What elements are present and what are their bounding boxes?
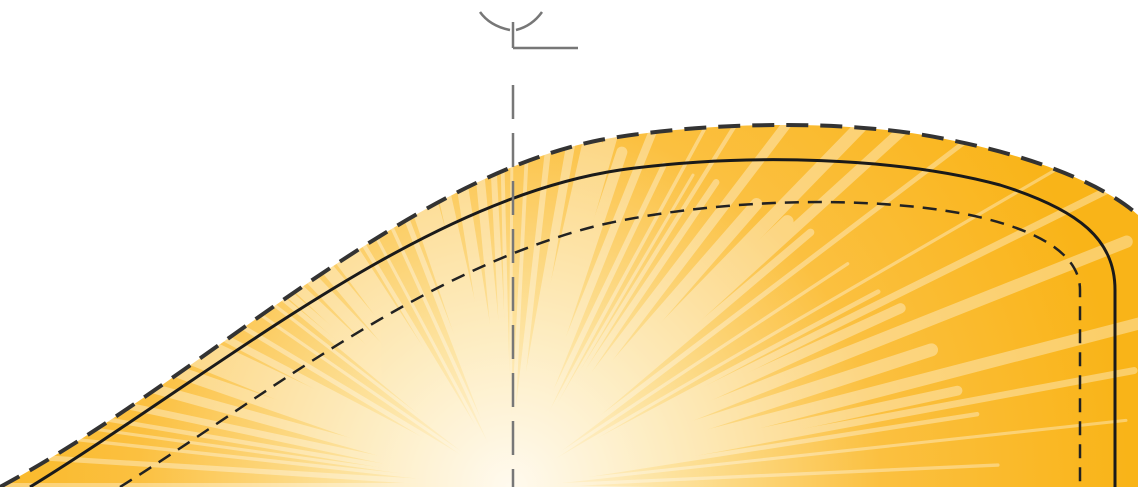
ray [505,124,957,487]
ray [503,124,1019,487]
ray [504,198,763,487]
ray [505,124,792,487]
ray [507,411,980,487]
bleed-line [0,122,1138,487]
ray [505,137,576,487]
ray [499,132,512,487]
ray [508,463,1000,487]
ray [508,418,1128,487]
center-symbol [478,11,578,50]
ray [504,303,906,487]
ray [503,235,1133,487]
ray [388,124,516,487]
ray [507,289,881,487]
ray [504,124,682,487]
ray [508,124,516,487]
ray [506,179,720,487]
ray [508,262,850,487]
ray [504,146,628,487]
ray [508,138,1108,487]
ray [503,215,794,487]
ray [468,124,514,487]
ray [503,343,939,487]
ray [507,124,598,487]
safe-line [119,200,1082,487]
ray [506,182,1120,487]
cut-line [29,158,1117,487]
ray [505,385,963,487]
ray [506,228,815,487]
ray [508,173,695,487]
ray [503,140,605,487]
ray [507,162,667,487]
ray [503,317,1138,487]
ray [507,124,901,487]
ray [471,128,515,487]
ray [504,124,1042,487]
ray [506,367,1138,487]
